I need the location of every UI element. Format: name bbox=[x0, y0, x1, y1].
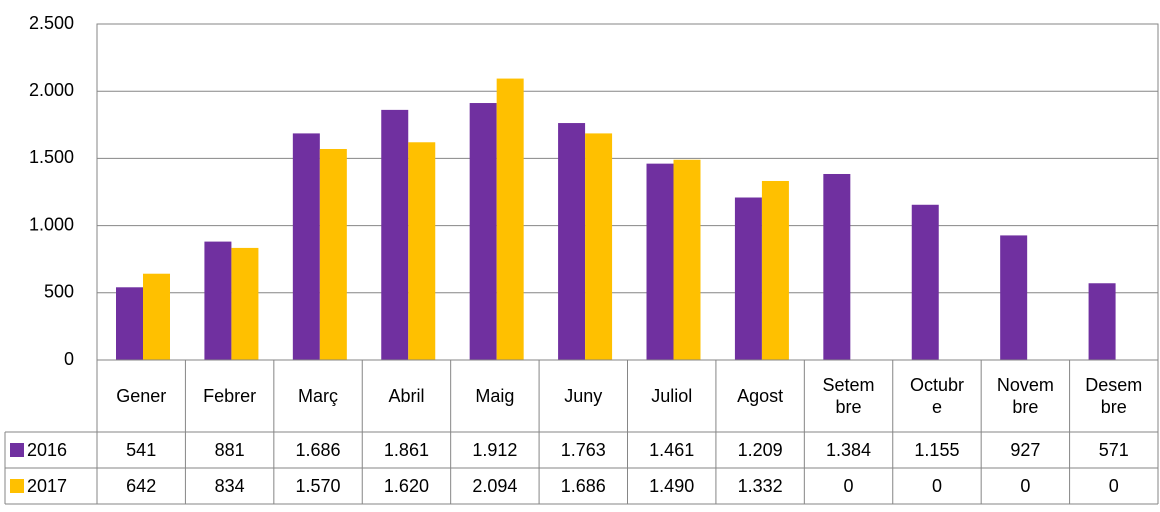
legend-key bbox=[10, 443, 24, 457]
bar bbox=[558, 123, 586, 361]
table-value: 1.861 bbox=[384, 440, 429, 460]
x-tick-label: Novembre bbox=[981, 360, 1069, 432]
table-value: 1.912 bbox=[472, 440, 517, 460]
table-value: 1.620 bbox=[384, 476, 429, 496]
category-text: Octubre bbox=[909, 375, 964, 417]
bar bbox=[734, 197, 762, 360]
y-tick-label: 1.500 bbox=[29, 147, 74, 167]
table-value: 2.094 bbox=[472, 476, 517, 496]
table-value: 834 bbox=[215, 476, 245, 496]
bar bbox=[585, 133, 613, 360]
bar bbox=[761, 180, 789, 360]
bar bbox=[319, 148, 347, 360]
table-value: 541 bbox=[126, 440, 156, 460]
category-text: Desembre bbox=[1085, 375, 1143, 417]
table-value: 1.461 bbox=[649, 440, 694, 460]
legend-label: 2017 bbox=[27, 476, 67, 496]
x-tick-label: Octubre bbox=[893, 360, 981, 432]
bar bbox=[116, 287, 143, 360]
category-text: Maig bbox=[475, 386, 515, 406]
x-tick-label: Febrer bbox=[185, 360, 273, 432]
y-tick-label: 2.500 bbox=[29, 13, 74, 33]
bar bbox=[292, 133, 320, 360]
category-text: Abril bbox=[388, 386, 425, 406]
category-text: Juny bbox=[564, 386, 603, 406]
x-tick-label: Maig bbox=[451, 360, 539, 432]
category-text: Novembre bbox=[996, 375, 1054, 417]
x-tick-label: Juny bbox=[539, 360, 627, 432]
table-value: 881 bbox=[215, 440, 245, 460]
legend-key bbox=[10, 479, 24, 493]
bar bbox=[143, 273, 170, 360]
table-value: 1.332 bbox=[738, 476, 783, 496]
table-value: 1.384 bbox=[826, 440, 871, 460]
x-tick-label: Desembre bbox=[1070, 360, 1158, 432]
x-tick-label: Març bbox=[274, 360, 362, 432]
legend-label: 2016 bbox=[27, 440, 67, 460]
bar bbox=[469, 103, 497, 361]
table-value: 1.209 bbox=[738, 440, 783, 460]
category-text: Juliol bbox=[651, 386, 693, 406]
bar bbox=[1000, 235, 1028, 360]
bar bbox=[911, 204, 939, 360]
table-value: 0 bbox=[844, 476, 854, 496]
bar bbox=[204, 241, 232, 360]
bar bbox=[496, 78, 524, 360]
y-tick-label: 1.000 bbox=[29, 214, 74, 234]
table-value: 927 bbox=[1010, 440, 1040, 460]
table-value: 0 bbox=[932, 476, 942, 496]
x-tick-label: Juliol bbox=[628, 360, 716, 432]
category-text: Març bbox=[298, 386, 339, 406]
table-value: 642 bbox=[126, 476, 156, 496]
bar bbox=[646, 163, 674, 360]
table-value: 1.763 bbox=[561, 440, 606, 460]
table-value: 0 bbox=[1020, 476, 1030, 496]
table-value: 0 bbox=[1109, 476, 1119, 496]
bar bbox=[823, 173, 851, 360]
y-tick-label: 2.000 bbox=[29, 80, 74, 100]
category-text: Setembre bbox=[822, 375, 875, 417]
category-text: Agost bbox=[737, 386, 784, 406]
category-text: Gener bbox=[116, 386, 167, 406]
category-text: Febrer bbox=[203, 386, 257, 406]
bar bbox=[673, 159, 701, 360]
table-value: 1.686 bbox=[561, 476, 606, 496]
table-value: 1.686 bbox=[296, 440, 341, 460]
bar bbox=[408, 142, 436, 360]
x-tick-label: Gener bbox=[97, 360, 185, 432]
y-tick-label: 0 bbox=[64, 349, 74, 369]
table-value: 1.490 bbox=[649, 476, 694, 496]
y-tick-label: 500 bbox=[44, 282, 74, 302]
x-tick-label: Setembre bbox=[804, 360, 892, 432]
table-value: 1.155 bbox=[914, 440, 959, 460]
x-tick-label: Abril bbox=[362, 360, 450, 432]
bar bbox=[231, 247, 259, 360]
x-tick-label: Agost bbox=[716, 360, 804, 432]
table-value: 571 bbox=[1099, 440, 1129, 460]
table-value: 1.570 bbox=[296, 476, 341, 496]
bar bbox=[381, 109, 409, 361]
bar bbox=[1088, 283, 1116, 360]
